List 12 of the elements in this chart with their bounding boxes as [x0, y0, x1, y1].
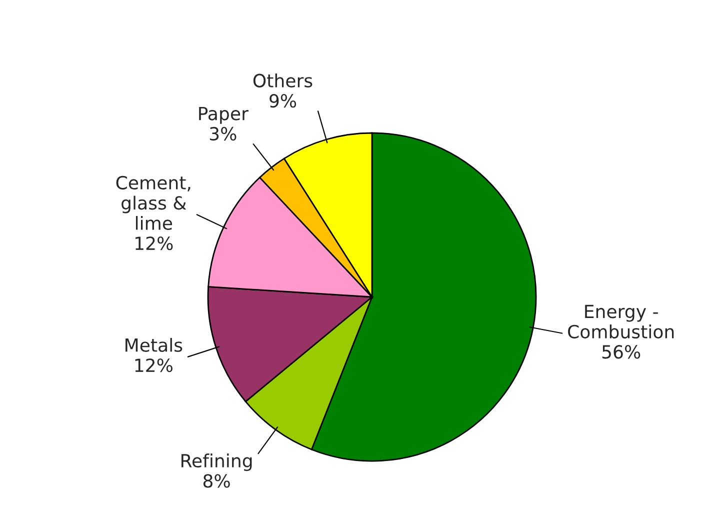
- data-label: 3%: [210, 126, 236, 141]
- data-label: 12%: [136, 236, 173, 250]
- slice-label: Others: [253, 73, 312, 88]
- slice-label: Paper: [199, 106, 248, 124]
- data-label: 56%: [602, 345, 640, 359]
- slice-label: Energy - Combustion: [568, 304, 674, 338]
- slice-label: Metals: [126, 338, 182, 352]
- slice-label: Cement, glass & lime: [116, 176, 190, 230]
- data-label: 8%: [203, 474, 230, 488]
- data-label: 12%: [135, 358, 172, 372]
- data-label: 9%: [270, 94, 296, 108]
- slice-label: Refining: [182, 454, 252, 472]
